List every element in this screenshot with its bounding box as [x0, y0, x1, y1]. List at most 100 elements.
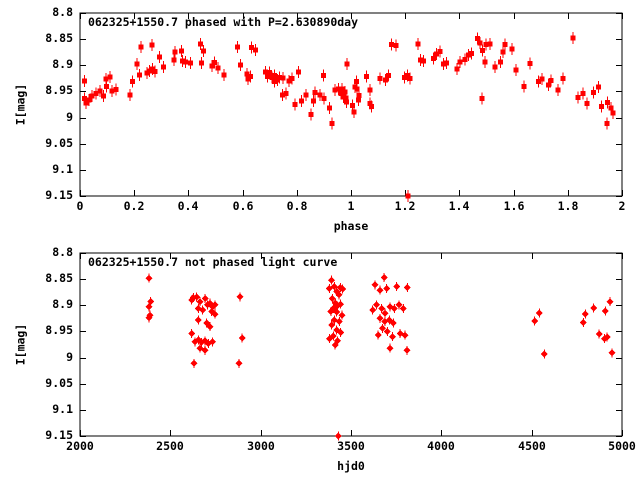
data-point	[393, 42, 399, 48]
data-point	[211, 301, 219, 309]
data-point	[330, 282, 338, 290]
data-point	[393, 282, 401, 290]
data-point	[535, 309, 543, 317]
data-point	[403, 284, 411, 292]
bottom-y-tick-label: 9.1	[52, 402, 73, 416]
bottom-x-tick-label: 4000	[427, 439, 455, 453]
data-point	[203, 319, 211, 327]
data-point	[320, 73, 326, 79]
data-point	[376, 286, 384, 294]
data-point	[197, 41, 203, 47]
data-point	[328, 276, 336, 284]
data-point	[238, 334, 246, 342]
data-point	[590, 304, 598, 312]
data-point	[145, 303, 153, 311]
data-point	[308, 111, 314, 117]
top-panel-title: 062325+1550.7 phased with P=2.630890day	[88, 15, 359, 29]
data-point	[338, 91, 344, 97]
top-y-tick-label: 8.85	[45, 31, 73, 45]
data-point	[487, 41, 493, 47]
top-y-tick-label: 9.05	[45, 136, 73, 150]
data-point	[383, 327, 391, 335]
data-point	[328, 294, 336, 302]
bottom-y-tick-label: 8.9	[52, 297, 73, 311]
data-point	[298, 98, 304, 104]
data-point	[444, 60, 450, 66]
data-point	[312, 89, 318, 95]
data-point	[546, 82, 552, 88]
data-point	[379, 324, 387, 332]
data-point	[103, 76, 109, 82]
bottom-panel-title: 062325+1550.7 not phased light curve	[88, 255, 338, 269]
data-point	[193, 293, 201, 301]
data-point	[407, 75, 413, 81]
top-y-tick-label: 9	[66, 110, 73, 124]
data-point	[386, 344, 394, 352]
top-y-tick-label: 8.8	[52, 5, 73, 19]
data-point	[335, 291, 343, 299]
data-point	[418, 57, 424, 63]
data-point	[595, 84, 601, 90]
data-point	[333, 308, 341, 316]
data-point	[109, 88, 115, 94]
data-point	[343, 95, 349, 101]
bottom-y-tick-label: 8.85	[45, 271, 73, 285]
top-x-tick-label: 1	[347, 199, 355, 213]
data-point	[280, 75, 286, 81]
data-point	[351, 109, 357, 115]
bottom-y-tick-label: 9.15	[45, 428, 73, 442]
data-point	[604, 120, 610, 126]
data-point	[531, 317, 539, 325]
top-panel-x-axis-label: phase	[333, 219, 369, 233]
data-point	[513, 67, 519, 73]
data-point	[253, 47, 259, 53]
bottom-x-tick-label: 3500	[337, 439, 365, 453]
data-point	[277, 74, 283, 80]
top-y-tick-label: 8.9	[52, 57, 73, 71]
data-point	[385, 316, 393, 324]
data-point	[433, 51, 439, 57]
bottom-x-tick-label: 2000	[66, 439, 94, 453]
data-point	[206, 323, 214, 331]
data-point	[266, 70, 272, 76]
data-point	[382, 77, 388, 83]
data-point	[149, 42, 155, 48]
data-point	[237, 62, 243, 68]
data-point	[201, 48, 207, 54]
data-point	[81, 96, 87, 102]
bottom-plot-border	[79, 252, 623, 437]
data-point	[149, 66, 155, 72]
data-point	[376, 314, 384, 322]
data-point	[570, 35, 576, 41]
data-point	[107, 74, 113, 80]
data-point	[156, 54, 162, 60]
data-point	[209, 63, 215, 69]
bottom-y-tick-label: 8.95	[45, 323, 73, 337]
data-point	[403, 346, 411, 354]
data-point	[244, 71, 250, 77]
data-point	[113, 86, 119, 92]
data-point	[264, 73, 270, 79]
data-point	[178, 48, 184, 54]
data-point	[595, 330, 603, 338]
data-point	[182, 59, 188, 65]
bottom-panel-y-axis-label: I[mag]	[13, 323, 28, 366]
data-point	[590, 89, 596, 95]
data-point	[194, 316, 202, 324]
data-point	[328, 321, 336, 329]
data-point	[606, 298, 614, 306]
data-point	[137, 72, 143, 78]
data-point	[236, 293, 244, 301]
data-point	[405, 193, 411, 199]
data-point	[283, 91, 289, 97]
data-point	[272, 73, 278, 79]
data-point	[190, 359, 198, 367]
data-point	[364, 73, 370, 79]
data-point	[431, 55, 437, 61]
top-x-tick-label: 0.4	[177, 199, 199, 213]
data-point	[129, 78, 135, 84]
data-point	[454, 66, 460, 72]
data-point	[555, 87, 561, 93]
data-point	[221, 72, 227, 78]
